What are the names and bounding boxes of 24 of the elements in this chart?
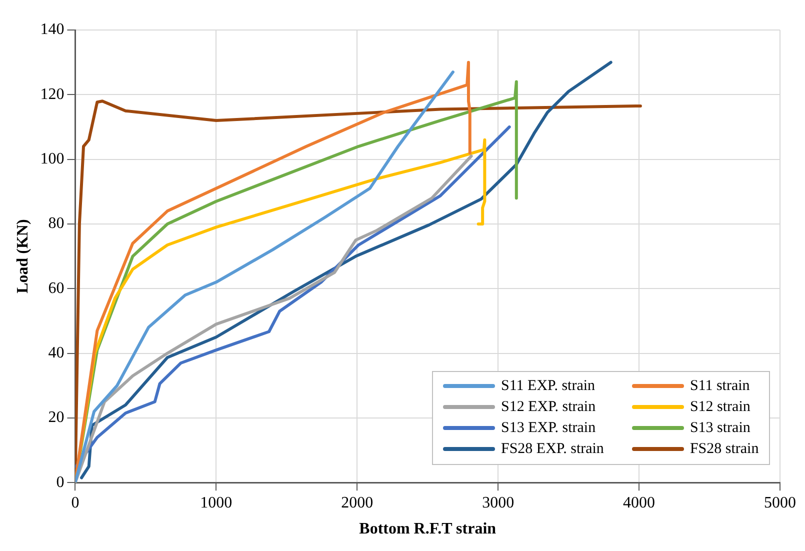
- x-tick-label: 1000: [200, 494, 232, 512]
- x-tick-label: 4000: [623, 494, 656, 512]
- y-tick-label: 120: [40, 86, 64, 103]
- legend-label: S11 EXP. strain: [501, 378, 596, 395]
- x-tick-label: 0: [71, 494, 80, 512]
- y-tick-label: 140: [40, 21, 64, 38]
- y-tick-label: 20: [48, 409, 64, 426]
- y-axis-title: Load (KN): [14, 219, 32, 294]
- y-tick-label: 80: [48, 215, 64, 232]
- y-tick-label: 60: [48, 280, 64, 297]
- y-tick-label: 100: [40, 150, 64, 168]
- x-tick-label: 3000: [482, 494, 514, 512]
- legend-label: S13 strain: [690, 420, 750, 437]
- legend-label: S12 strain: [690, 398, 750, 416]
- legend-label: S13 EXP. strain: [501, 420, 596, 437]
- legend-label: S12 EXP. strain: [501, 398, 596, 416]
- legend-label: S11 strain: [690, 378, 750, 395]
- y-tick-label: 0: [56, 474, 64, 491]
- x-tick-label: 5000: [764, 494, 796, 512]
- y-tick-label: 40: [48, 344, 64, 362]
- legend-label: FS28 strain: [690, 440, 759, 458]
- x-axis-title: Bottom R.F.T strain: [359, 520, 496, 538]
- legend-label: FS28 EXP. strain: [501, 440, 604, 458]
- x-tick-label: 2000: [341, 494, 374, 512]
